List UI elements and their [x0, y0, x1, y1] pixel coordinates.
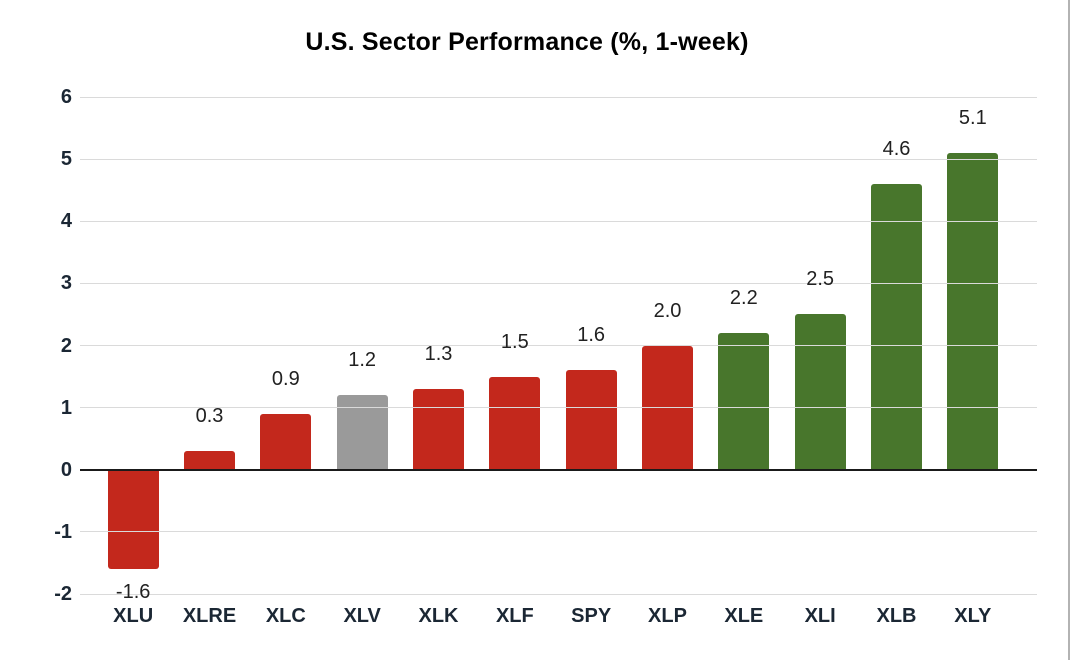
- bar-value-label-XLI: 2.5: [806, 268, 835, 291]
- y-axis-tick-label: 0: [60, 458, 72, 481]
- bar-value-label-XLB: 4.6: [882, 137, 911, 160]
- bar-value-label-XLU: -1.6: [115, 581, 151, 604]
- x-axis-category-label-XLRE: XLRE: [182, 605, 237, 627]
- bar-value-label-XLF: 1.5: [500, 330, 529, 353]
- bar-XLF: [489, 376, 541, 470]
- bar-XLU: [107, 469, 159, 570]
- x-axis-category-label-XLP: XLP: [648, 605, 687, 627]
- bar-XLRE: [184, 451, 235, 470]
- gridline-y-5: [80, 158, 1037, 160]
- x-axis-category-label-XLV: XLV: [343, 605, 381, 627]
- gridline-y--2: [80, 593, 1037, 595]
- bar-value-label-XLY: 5.1: [958, 106, 987, 129]
- bar-XLE: [718, 333, 770, 470]
- bar-value-label-XLE: 2.2: [729, 287, 758, 310]
- bar-SPY: [565, 370, 617, 470]
- gridline-y--1: [80, 531, 1037, 533]
- y-axis-tick-label: 4: [60, 210, 72, 233]
- y-axis-tick-label: -2: [54, 583, 72, 605]
- x-axis-category-label-XLU: XLU: [113, 605, 154, 627]
- x-axis-category-label-XLB: XLB: [876, 605, 917, 627]
- y-axis-tick-label: 3: [60, 272, 72, 295]
- bar-value-label-XLC: 0.9: [271, 367, 300, 390]
- chart-title: U.S. Sector Performance (%, 1-week): [305, 28, 749, 56]
- gridline-y-2: [80, 345, 1037, 346]
- x-axis-category-label-XLE: XLE: [724, 605, 764, 627]
- x-axis-category-label-XLY: XLY: [954, 605, 992, 627]
- gridline-y-4: [80, 220, 1037, 222]
- x-axis-category-label-SPY: SPY: [571, 605, 612, 627]
- y-axis-tick-label: -1: [54, 520, 72, 543]
- bar-XLK: [413, 388, 464, 470]
- bar-XLY: [947, 152, 999, 470]
- bar-value-label-XLK: 1.3: [424, 342, 453, 365]
- bar-value-label-XLV: 1.2: [348, 349, 377, 372]
- page-right-border: [1068, 0, 1070, 660]
- y-axis-tick-label: 6: [60, 86, 72, 108]
- bar-XLI: [794, 314, 846, 470]
- y-axis-tick-label: 2: [60, 334, 72, 357]
- bar-value-label-XLP: 2.0: [653, 299, 682, 322]
- bar-value-label-XLRE: 0.3: [195, 405, 224, 428]
- bar-XLC: [260, 413, 312, 470]
- bar-value-label-SPY: 1.6: [577, 324, 606, 347]
- x-axis-category-label-XLC: XLC: [265, 605, 306, 627]
- x-axis-category-label-XLK: XLK: [418, 605, 459, 627]
- x-axis-category-label-XLI: XLI: [804, 605, 836, 627]
- y-axis-tick-label: 5: [60, 148, 72, 171]
- bar-XLB: [871, 183, 922, 470]
- gridline-y-1: [80, 407, 1037, 409]
- gridline-y-3: [80, 282, 1037, 284]
- x-axis-category-label-XLF: XLF: [495, 605, 534, 627]
- y-axis-tick-label: 1: [60, 396, 72, 419]
- gridline-y-6: [80, 96, 1037, 98]
- zero-axis-line: [80, 468, 1037, 471]
